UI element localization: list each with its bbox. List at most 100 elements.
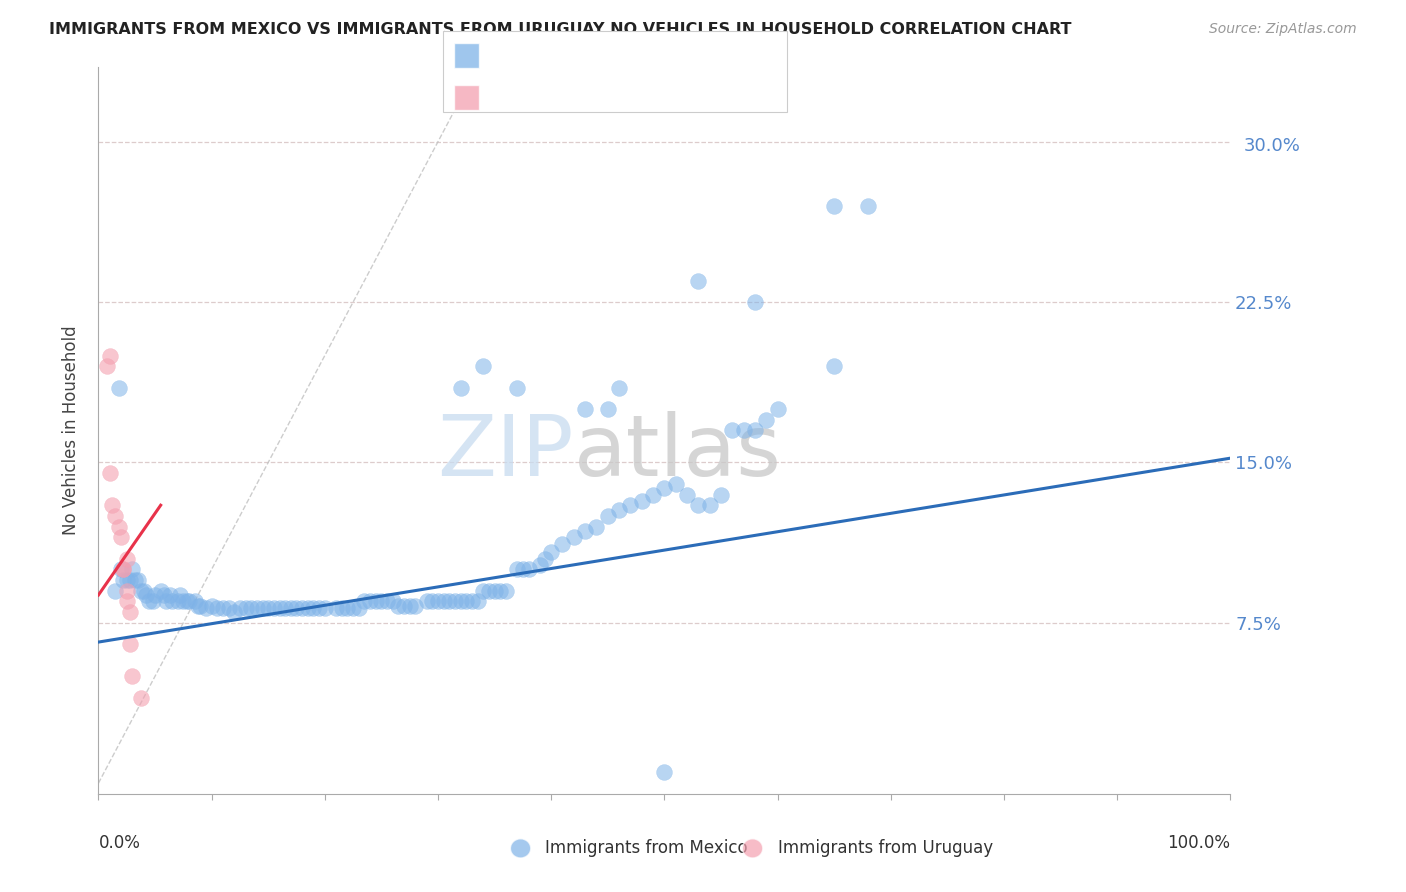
Point <box>308 600 330 615</box>
Point <box>177 594 200 608</box>
Point <box>257 600 280 615</box>
Point <box>404 599 426 613</box>
Point <box>188 599 211 613</box>
Point <box>619 498 641 512</box>
Point <box>444 594 467 608</box>
Point <box>112 562 135 576</box>
Point <box>166 594 188 608</box>
Point <box>120 573 142 587</box>
Point <box>101 498 124 512</box>
Point <box>574 524 596 538</box>
Point <box>169 588 191 602</box>
Point <box>153 588 176 602</box>
Point <box>159 588 181 602</box>
Point <box>155 594 177 608</box>
Point <box>512 562 534 576</box>
Point <box>98 349 121 363</box>
Point <box>688 498 710 512</box>
Point <box>392 599 415 613</box>
Point <box>484 583 506 598</box>
Ellipse shape <box>742 838 763 858</box>
Point <box>112 562 135 576</box>
Point <box>142 594 165 608</box>
Point <box>744 295 766 310</box>
Ellipse shape <box>510 838 531 858</box>
Point <box>246 600 269 615</box>
Point <box>353 594 375 608</box>
Text: Immigrants from Uruguay: Immigrants from Uruguay <box>778 839 993 857</box>
Point <box>420 594 443 608</box>
Point <box>733 424 755 438</box>
Point <box>120 637 142 651</box>
Text: R =: R = <box>489 88 526 106</box>
Point <box>110 562 132 576</box>
Point <box>585 519 607 533</box>
Text: atlas: atlas <box>574 410 782 493</box>
Point <box>347 600 370 615</box>
Point <box>534 551 557 566</box>
Text: R =: R = <box>489 46 526 64</box>
Point <box>330 600 353 615</box>
Point <box>110 530 132 544</box>
Point <box>280 600 302 615</box>
Point <box>135 588 157 602</box>
Point <box>856 199 879 213</box>
Text: 0.0%: 0.0% <box>98 834 141 852</box>
Point <box>529 558 551 573</box>
Point <box>766 402 789 417</box>
Point <box>240 600 263 615</box>
Point <box>132 583 155 598</box>
Point <box>398 599 420 613</box>
Point <box>149 583 172 598</box>
Point <box>359 594 381 608</box>
Point <box>652 765 676 780</box>
Point <box>506 562 529 576</box>
Point <box>121 562 143 576</box>
Point <box>381 594 404 608</box>
Point <box>297 600 319 615</box>
Text: 30.0%: 30.0% <box>1244 137 1301 155</box>
Point <box>517 562 540 576</box>
Point <box>472 583 495 598</box>
Point <box>131 690 153 705</box>
Point <box>235 600 257 615</box>
Point <box>98 466 121 480</box>
Point <box>370 594 392 608</box>
Point <box>107 519 129 533</box>
Point <box>291 600 314 615</box>
Point <box>551 537 574 551</box>
Point <box>456 594 478 608</box>
Point <box>467 594 489 608</box>
Text: IMMIGRANTS FROM MEXICO VS IMMIGRANTS FROM URUGUAY NO VEHICLES IN HOUSEHOLD CORRE: IMMIGRANTS FROM MEXICO VS IMMIGRANTS FRO… <box>49 22 1071 37</box>
Point <box>574 402 596 417</box>
Point <box>104 508 127 523</box>
Point <box>495 583 517 598</box>
Point <box>96 359 118 374</box>
Text: N =: N = <box>595 88 631 106</box>
Point <box>415 594 437 608</box>
Point <box>115 594 138 608</box>
Text: 0.319: 0.319 <box>526 46 578 64</box>
Text: N =: N = <box>595 46 631 64</box>
Point <box>124 573 146 587</box>
Point <box>252 600 274 615</box>
Text: 100.0%: 100.0% <box>1167 834 1230 852</box>
Point <box>127 573 149 587</box>
Point <box>755 413 778 427</box>
Point <box>183 594 205 608</box>
Point <box>375 594 398 608</box>
Point <box>120 605 142 619</box>
Point <box>652 481 676 495</box>
Point <box>207 600 229 615</box>
Point <box>472 359 495 374</box>
Point <box>562 530 585 544</box>
Point <box>699 498 721 512</box>
Point <box>364 594 387 608</box>
Point <box>665 476 688 491</box>
Point <box>688 274 710 288</box>
Point <box>131 583 153 598</box>
Point <box>489 583 512 598</box>
Point <box>269 600 291 615</box>
Point <box>433 594 456 608</box>
Point <box>104 583 127 598</box>
